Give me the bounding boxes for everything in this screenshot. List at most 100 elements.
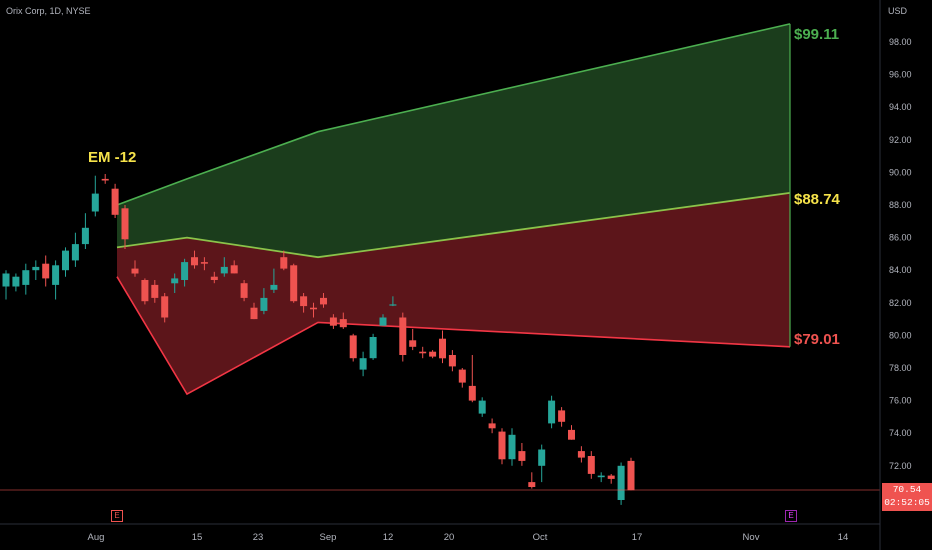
lower-band-line [116,276,791,396]
x-tick-label: 20 [444,532,455,543]
x-tick-label: Sep [320,532,337,543]
candle-body [111,188,119,215]
x-tick-label: 12 [383,532,394,543]
candle-body [548,400,556,424]
candle-body [458,369,466,383]
candle-body [300,296,308,307]
y-tick-label: 90.00 [889,167,912,177]
candle-body [200,262,208,264]
bar-countdown: 02:52:05 [884,497,930,508]
candle-body [518,451,526,461]
x-tick-label: 14 [838,532,849,543]
candle-body [587,456,595,474]
candle-body [161,296,169,318]
candle-body [220,266,228,274]
candle-body [627,460,635,491]
candle-body [399,317,407,355]
candle-body [151,284,159,298]
candle-body [329,317,337,326]
candle-body [488,423,496,429]
candle-body [379,317,387,326]
candle-body [577,451,585,458]
y-tick-label: 74.00 [889,428,912,438]
earnings-event-icon[interactable]: E [111,510,123,522]
candle-body [558,410,566,422]
candle-body [597,475,605,478]
upcoming-earnings-event-icon[interactable]: E [785,510,797,522]
candle-body [210,276,218,280]
candle-body [568,429,575,440]
y-tick-label: 80.00 [889,330,912,340]
candle-body [91,193,99,212]
candle-body [230,265,238,274]
y-tick-label: 78.00 [889,363,912,373]
last-price-tag: 70.54 02:52:05 [882,483,932,511]
candle-body [260,297,268,311]
y-tick-label: 94.00 [889,102,912,112]
x-tick-label: 17 [632,532,643,543]
middle-band-label: $88.74 [794,191,841,208]
x-tick-label: Aug [88,532,105,543]
candle-body [419,351,427,354]
candle-body [42,263,50,279]
candle-body [349,335,357,359]
y-tick-label: 76.00 [889,396,912,406]
x-tick-label: 23 [253,532,264,543]
candle-body [478,400,486,414]
y-tick-label: 82.00 [889,298,912,308]
candle-body [607,475,615,479]
candle-body [538,449,546,466]
candle-body [409,340,417,347]
candle-body [12,276,20,287]
candle-body [81,227,89,245]
last-price-value: 70.54 [892,484,922,495]
y-tick-label: 96.00 [889,70,912,80]
candle-body [62,250,69,271]
candle-body [250,307,258,320]
currency-label: USD [888,6,908,16]
candle-body [369,337,377,359]
candle-body [290,265,298,302]
price-axis[interactable]: 98.00 96.00 94.00 92.00 90.00 88.00 86.00 84.00… [889,37,912,471]
bullish-band-area [117,23,790,258]
candle-body [181,262,189,280]
candle-body [71,244,79,261]
candle-body [270,284,278,290]
candle-body [101,178,109,181]
lower-band-label: $79.01 [794,331,840,348]
bearish-band-area [117,192,790,395]
candle-body [32,266,40,271]
x-tick-label: Nov [743,532,760,543]
candle-body [191,257,198,266]
x-tick-label: Oct [533,532,548,543]
candlestick-series [2,174,635,505]
candle-body [339,319,347,328]
middle-band-line [116,192,791,259]
expected-move-bands [116,23,791,396]
upper-band-label: $99.11 [794,26,839,43]
candle-body [429,351,437,357]
candle-body [508,434,516,460]
candle-body [121,208,129,240]
candle-body [171,278,179,284]
y-tick-label: 72.00 [889,461,912,471]
em-label: EM -12 [88,149,136,166]
candle-body [310,307,317,310]
candle-body [359,358,367,370]
symbol-title: Orix Corp, 1D, NYSE [6,6,91,16]
candle-body [2,273,10,287]
y-tick-label: 88.00 [889,200,912,210]
candle-body [52,265,60,285]
candle-body [141,280,149,302]
candle-body [280,257,288,269]
candle-body [468,385,476,401]
candle-body [22,270,30,285]
candle-body [240,283,248,298]
upper-band-line [116,23,791,206]
time-axis[interactable]: Aug 15 23 Sep 12 20 Oct 17 Nov 14 [88,532,849,543]
y-tick-label: 92.00 [889,135,912,145]
candle-body [617,465,625,500]
y-tick-label: 86.00 [889,233,912,243]
candle-body [498,431,506,460]
